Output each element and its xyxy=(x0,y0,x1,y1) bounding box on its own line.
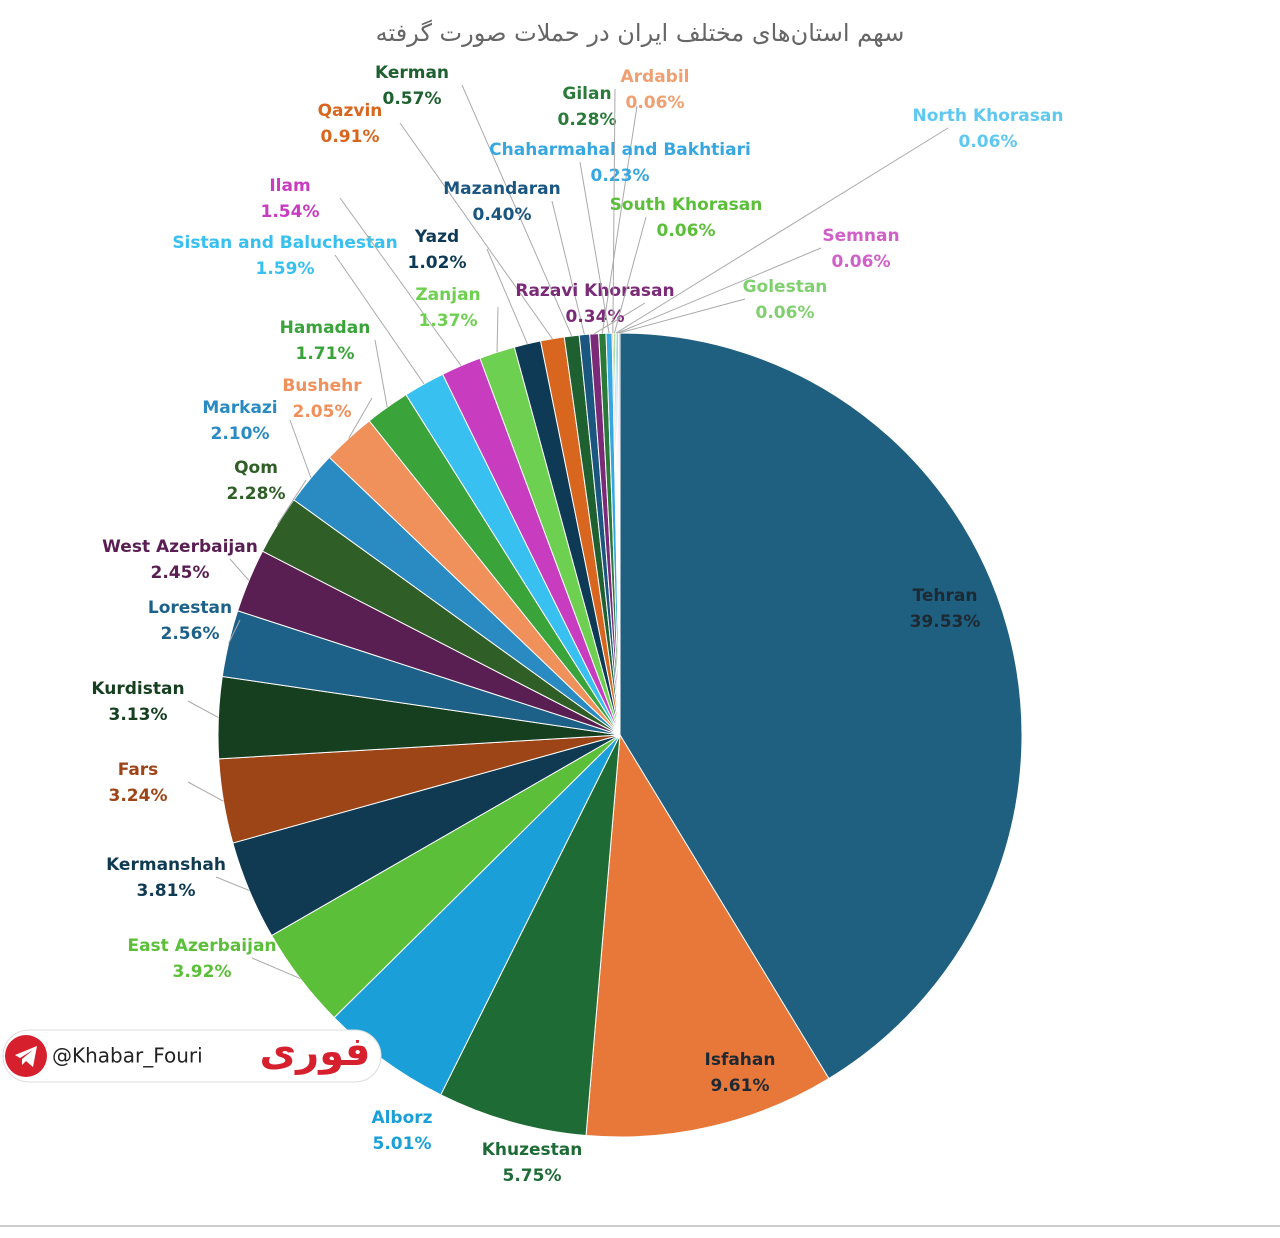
slice-label: Golestan xyxy=(743,277,828,297)
leader-line xyxy=(228,619,241,644)
slice-label: Razavi Khorasan xyxy=(515,281,674,301)
leader-line xyxy=(461,84,573,337)
slice-value-label: 0.57% xyxy=(383,89,442,109)
slice-label: Sistan and Baluchestan xyxy=(172,233,397,253)
slice-label: Ilam xyxy=(269,176,310,196)
slice-label: East Azerbaijan xyxy=(127,936,276,956)
slice-label: Isfahan xyxy=(705,1050,776,1070)
watermark-pill xyxy=(2,1029,382,1083)
slice-label: Tehran xyxy=(913,586,978,606)
slice-label: Kermanshah xyxy=(106,855,226,875)
slice-value-label: 1.54% xyxy=(261,202,320,222)
slice-value-label: 39.53% xyxy=(910,612,981,632)
leader-line xyxy=(601,105,638,334)
slice-label: Lorestan xyxy=(148,598,232,618)
leader-line xyxy=(229,558,250,581)
slice-value-label: 0.06% xyxy=(657,221,716,241)
leader-line xyxy=(619,298,746,334)
slice-value-label: 0.34% xyxy=(566,307,625,327)
leader-line xyxy=(348,397,373,439)
slice-label: Hamadan xyxy=(280,318,371,338)
slice-label: South Khorasan xyxy=(610,195,763,215)
slice-label: Markazi xyxy=(202,398,277,418)
pie-slice xyxy=(585,733,830,1138)
slice-value-label: 9.61% xyxy=(711,1076,770,1096)
slice-value-label: 0.40% xyxy=(473,205,532,225)
slice-label: Khuzestan xyxy=(482,1140,583,1160)
slice-label: Chaharmahal and Bakhtiari xyxy=(489,140,751,160)
leader-line xyxy=(615,127,949,334)
slice-value-label: 2.56% xyxy=(161,624,220,644)
slice-label: Kurdistan xyxy=(91,679,184,699)
leader-line xyxy=(276,479,307,526)
leader-line xyxy=(486,248,528,345)
leader-line xyxy=(579,161,610,334)
leader-line xyxy=(339,197,462,367)
slice-label: Mazandaran xyxy=(443,179,560,199)
leader-line xyxy=(399,122,553,340)
slice-label: West Azerbaijan xyxy=(102,537,258,557)
slice-value-label: 0.06% xyxy=(832,252,891,272)
slice-value-label: 3.81% xyxy=(137,881,196,901)
slice-label: Alborz xyxy=(371,1108,432,1128)
slice-value-label: 2.10% xyxy=(211,424,270,444)
leader-line xyxy=(551,200,585,335)
slice-value-label: 0.06% xyxy=(626,93,685,113)
leader-line xyxy=(612,88,616,334)
slice-label: Fars xyxy=(118,760,159,780)
slice-value-label: 5.01% xyxy=(373,1134,432,1154)
slice-value-label: 2.45% xyxy=(151,563,210,583)
slice-value-label: 0.91% xyxy=(321,127,380,147)
slice-label: Semnan xyxy=(822,226,899,246)
watermark-handle: @Khabar_Fouri xyxy=(52,1044,203,1068)
watermark-logo: فوری xyxy=(260,1029,371,1075)
leader-line xyxy=(334,254,425,385)
slice-label: Kerman xyxy=(375,63,449,83)
slice-value-label: 5.75% xyxy=(503,1166,562,1186)
slice-value-label: 0.06% xyxy=(756,303,815,323)
slice-label: Qazvin xyxy=(318,101,383,121)
watermark: @Khabar_Fouri فوری xyxy=(2,1029,382,1083)
slice-value-label: 0.23% xyxy=(591,166,650,186)
slice-value-label: 0.28% xyxy=(558,110,617,130)
slice-value-label: 1.37% xyxy=(419,311,478,331)
leader-line xyxy=(187,781,224,802)
slice-value-label: 1.71% xyxy=(296,344,355,364)
slice-value-label: 2.05% xyxy=(293,402,352,422)
slice-label: Qom xyxy=(234,458,278,478)
labels: Tehran 39.53% Isfahan 9.61% Khuzestan 5.75% Al… xyxy=(91,63,1063,1186)
slice-label: Zanjan xyxy=(415,285,480,305)
leader-line xyxy=(617,247,822,334)
telegram-plane xyxy=(15,1046,37,1067)
slice-label: Gilan xyxy=(562,84,611,104)
pie xyxy=(217,332,1023,1138)
slice-value-label: 1.02% xyxy=(408,253,467,273)
slice-value-label: 1.59% xyxy=(256,259,315,279)
slice-label: North Khorasan xyxy=(913,106,1064,126)
leader-line xyxy=(187,700,219,719)
leader-line xyxy=(496,306,499,353)
slice-value-label: 3.24% xyxy=(109,786,168,806)
leader-line xyxy=(251,957,301,980)
leader-line xyxy=(374,339,388,408)
leader-line xyxy=(215,876,250,891)
slice-label: Bushehr xyxy=(282,376,362,396)
leader-line xyxy=(613,216,647,334)
pie-slice xyxy=(440,734,621,1137)
slice-label: Ardabil xyxy=(620,67,689,87)
chart-title: سهم استان‌های مختلف ایران در حملات صورت … xyxy=(376,19,905,47)
leader-line xyxy=(289,419,312,479)
slice-label: Yazd xyxy=(414,227,459,247)
pie-slice xyxy=(619,332,1023,1080)
slice-value-label: 3.13% xyxy=(109,705,168,725)
slice-value-label: 3.92% xyxy=(173,962,232,982)
slice-value-label: 0.06% xyxy=(959,132,1018,152)
slice-value-label: 2.28% xyxy=(227,484,286,504)
